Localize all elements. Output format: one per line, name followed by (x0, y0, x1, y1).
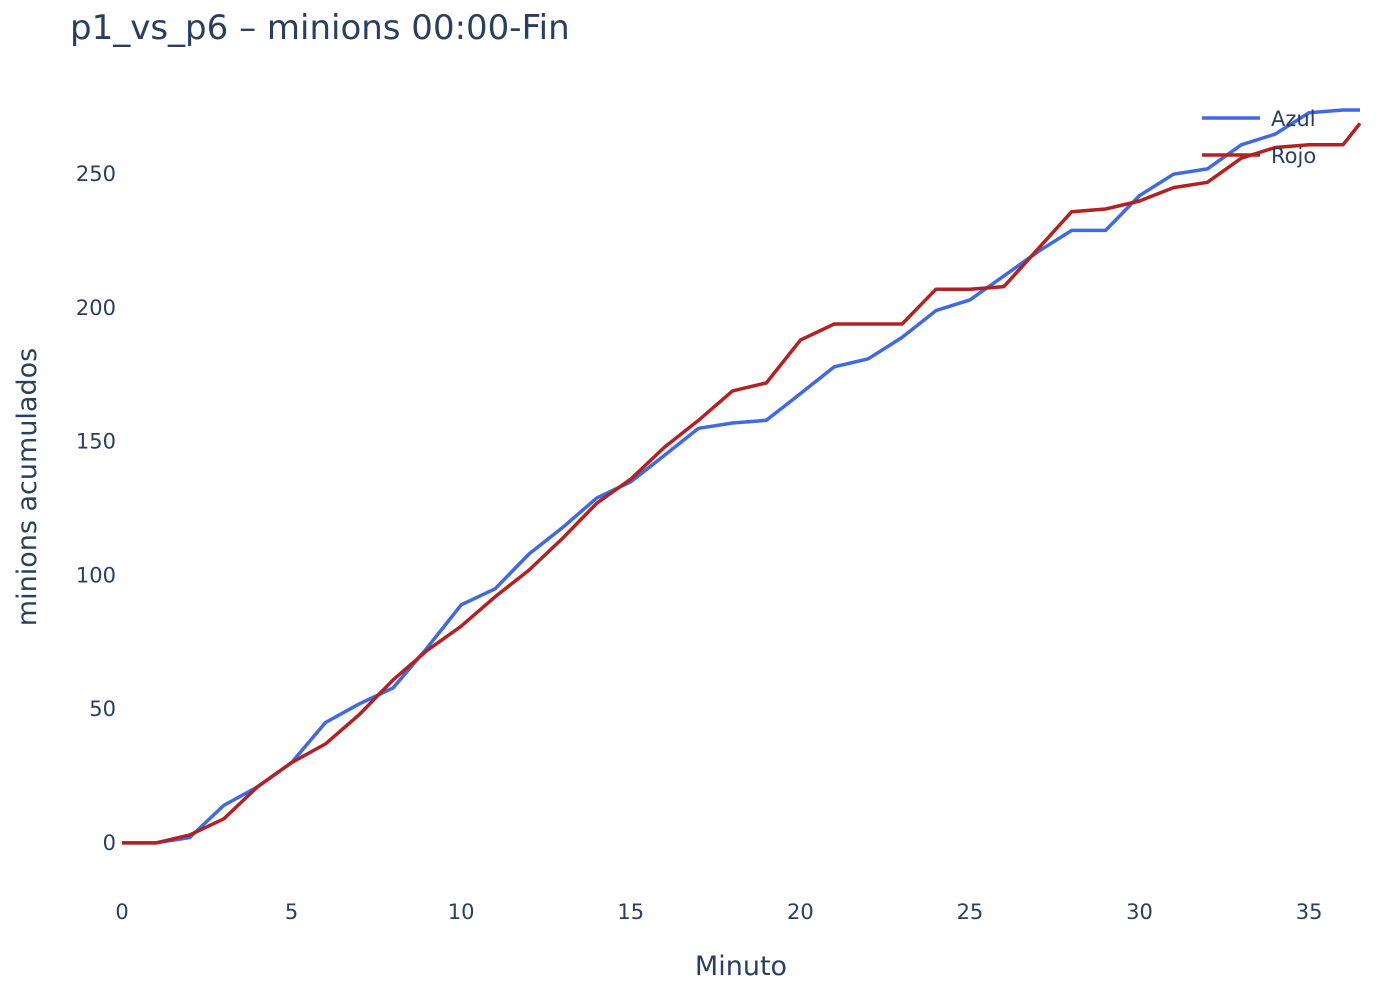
y-tick-label: 100 (76, 563, 116, 587)
y-tick-label: 150 (76, 430, 116, 454)
y-tick-label: 200 (76, 296, 116, 320)
x-tick-label: 30 (1126, 900, 1153, 924)
y-tick-label: 50 (89, 697, 116, 721)
x-tick-label: 5 (285, 900, 298, 924)
x-tick-label: 15 (617, 900, 644, 924)
legend[interactable]: Azul Rojo (1202, 107, 1316, 168)
chart-title: p1_vs_p6 – minions 00:00-Fin (70, 8, 570, 48)
y-tick-label: 0 (103, 831, 116, 855)
legend-label: Rojo (1271, 144, 1316, 168)
y-tick-label: 250 (76, 162, 116, 186)
legend-item-rojo[interactable]: Rojo (1202, 144, 1316, 168)
x-axis-title: Minuto (695, 951, 787, 982)
x-tick-label: 25 (957, 900, 984, 924)
x-axis-ticks: 0 5 10 15 20 25 30 35 (115, 900, 1322, 924)
x-tick-label: 20 (787, 900, 814, 924)
y-axis-ticks: 0 50 100 150 200 250 (76, 162, 116, 855)
series-line-rojo (122, 122, 1362, 845)
legend-label: Azul (1271, 107, 1316, 131)
x-tick-label: 35 (1296, 900, 1323, 924)
legend-item-azul[interactable]: Azul (1202, 107, 1316, 131)
x-tick-label: 10 (448, 900, 475, 924)
series-lines (122, 108, 1362, 845)
series-line-azul (122, 108, 1360, 845)
y-axis-title: minions acumulados (12, 348, 43, 626)
x-tick-label: 0 (115, 900, 128, 924)
